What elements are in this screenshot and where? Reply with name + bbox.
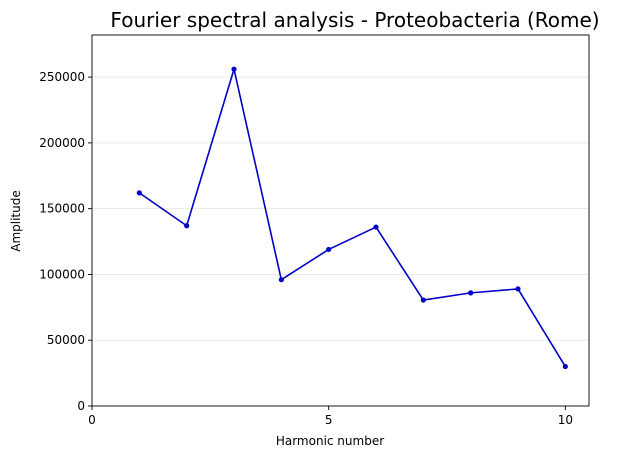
axes-layer [91,34,590,407]
x-tick-label: 0 [88,413,96,427]
data-point [373,224,379,230]
y-axis-label: Amplitude [9,190,23,252]
data-point [420,297,426,303]
data-point [326,246,332,253]
data-point [515,286,521,292]
grid-layer [92,76,589,341]
x-axis-label: Harmonic number [276,434,384,448]
data-point [562,363,568,370]
series-layer [136,66,568,370]
y-tick-label: 50000 [47,333,85,347]
series-line [138,68,567,367]
y-tick-label: 250000 [39,70,85,84]
x-tick-label: 10 [558,413,573,427]
y-tick-label: 150000 [39,202,85,216]
y-tick-label: 0 [77,399,85,413]
x-tick-label: 5 [325,413,333,427]
y-tick-label: 200000 [39,136,85,150]
y-tick-label: 100000 [39,267,85,281]
chart-title: Fourier spectral analysis - Proteobacter… [110,8,599,32]
plot-frame [91,34,590,407]
data-point [231,66,237,72]
data-point [136,190,142,196]
data-point [184,223,190,229]
data-point [278,277,284,283]
ticks-layer: 0 5 10 0 50000 100000 150000 200000 250000 [39,70,573,427]
data-point [468,290,474,296]
